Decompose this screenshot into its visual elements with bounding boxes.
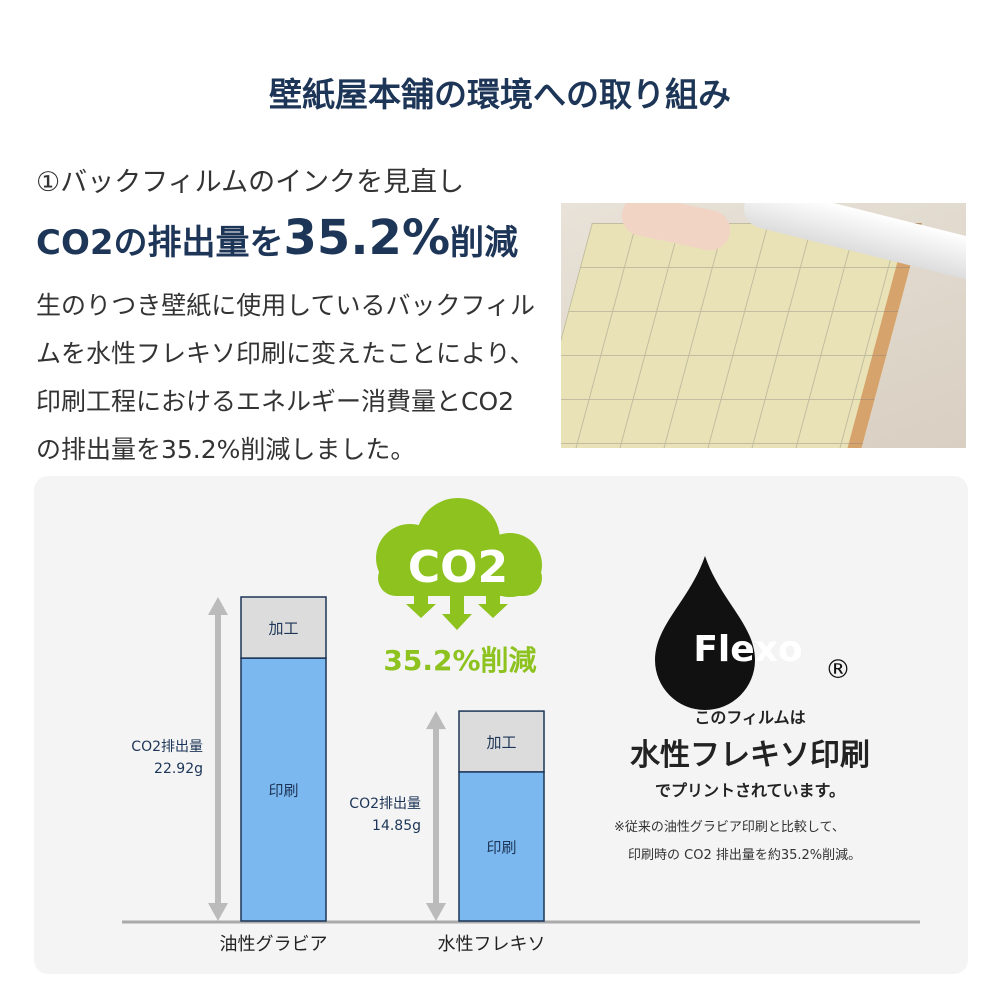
bar-印刷 bbox=[240, 657, 327, 922]
arrow-head-up bbox=[426, 711, 446, 730]
total-label-value: 14.85g bbox=[372, 818, 421, 834]
total-label-value: 22.92g bbox=[154, 761, 203, 777]
headline-suffix: 削減 bbox=[450, 223, 519, 263]
headline-value: 35.2% bbox=[283, 210, 451, 266]
total-label-title: CO2排出量 bbox=[131, 739, 203, 755]
bar-segment-label: 印刷 bbox=[268, 782, 298, 800]
flexo-note1: ※従来の油性グラビア印刷と比較して、 bbox=[614, 820, 845, 835]
flexo-logo: Flexo bbox=[693, 629, 802, 670]
flexo-line2: 水性フレキソ印刷 bbox=[630, 738, 870, 773]
bar-segment-label: 加工 bbox=[268, 620, 298, 638]
page-title: 壁紙屋本舗の環境への取り組み bbox=[269, 75, 731, 114]
registered-mark: ® bbox=[825, 655, 851, 685]
arrow-head-down bbox=[208, 903, 228, 921]
flexo-line1: このフィルムは bbox=[694, 708, 806, 727]
category-label: 水性フレキソ bbox=[438, 934, 546, 955]
section-body: 生のりつき壁紙に使用しているバックフィルムを水性フレキソ印刷に変えたことにより、… bbox=[36, 291, 536, 464]
bar-加工 bbox=[240, 596, 327, 659]
bar-印刷 bbox=[458, 771, 545, 922]
flexo-drop-icon bbox=[655, 556, 755, 710]
co2-cloud-icon bbox=[376, 498, 542, 630]
arrow-head-up bbox=[208, 597, 228, 615]
cloud-reduction-label: 35.2%削減 bbox=[383, 644, 536, 677]
section-subtitle: ①バックフィルムのインクを見直し bbox=[36, 167, 465, 198]
backfilm-photo bbox=[561, 203, 966, 448]
section-headline: CO2の排出量を35.2%削減 bbox=[36, 210, 518, 266]
flexo-note2: 印刷時の CO2 排出量を約35.2%削減。 bbox=[628, 848, 862, 863]
bar-segment-label: 加工 bbox=[486, 733, 516, 751]
headline-prefix: CO2の排出量を bbox=[36, 223, 284, 263]
cloud-co2-label: CO2 bbox=[408, 542, 508, 593]
total-label-title: CO2排出量 bbox=[349, 796, 421, 812]
bar-加工 bbox=[458, 710, 545, 773]
arrow-head-down bbox=[426, 903, 446, 921]
flexo-line3: でプリントされています。 bbox=[655, 781, 845, 800]
bar-segment-label: 印刷 bbox=[486, 838, 516, 856]
category-label: 油性グラビア bbox=[220, 934, 328, 955]
